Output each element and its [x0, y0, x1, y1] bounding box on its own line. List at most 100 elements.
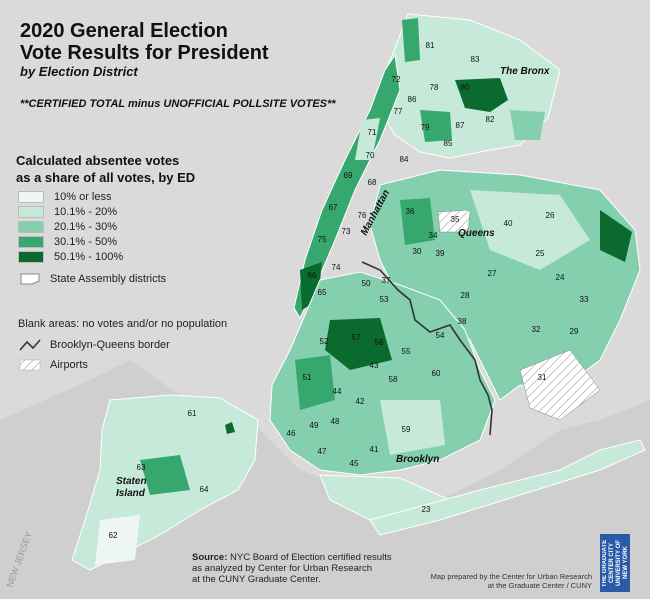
- assembly-district-label: 72: [392, 75, 401, 84]
- assembly-district-label: 67: [329, 203, 338, 212]
- legend-class-label: 50.1% - 100%: [54, 251, 124, 263]
- assembly-district-label: 68: [368, 178, 377, 187]
- assembly-district-label: 81: [426, 41, 435, 50]
- legend-class-row: 50.1% - 100%: [18, 250, 123, 264]
- legend-blank-label: Blank areas: no votes and/or no populati…: [18, 318, 228, 330]
- bronx-dark-cluster: [455, 78, 508, 112]
- assembly-district-label: 69: [344, 171, 353, 180]
- staten-dark-spot: [225, 422, 235, 434]
- assembly-district-label: 39: [436, 249, 445, 258]
- assembly-district-label: 60: [432, 369, 441, 378]
- borough-label-bronx: The Bronx: [500, 66, 550, 77]
- assembly-district-label: 80: [461, 83, 470, 92]
- subtitle: by Election District: [20, 64, 138, 79]
- assembly-district-label: 74: [332, 263, 341, 272]
- assembly-district-label: 40: [504, 219, 513, 228]
- rockaway-strip: [369, 439, 646, 536]
- legend-swatch: [18, 206, 44, 218]
- source-text-1: NYC Board of Election certified results: [230, 552, 392, 563]
- legend-title: Calculated absentee votes as a share of …: [16, 152, 195, 186]
- staten-mid: [140, 455, 190, 495]
- legend-blank: Blank areas: no votes and/or no populati…: [18, 318, 227, 330]
- assembly-district-label: 34: [429, 231, 438, 240]
- borough-label-queens: Queens: [458, 228, 495, 239]
- airport-lga: [437, 209, 471, 233]
- assembly-district-label: 56: [375, 338, 384, 347]
- legend-assembly: State Assembly districts: [18, 272, 166, 286]
- graduate-center-logo: THE GRADUATE CENTER CITY UNIVERSITY OF N…: [600, 534, 630, 592]
- legend-class-label: 10.1% - 20%: [54, 206, 117, 218]
- assembly-district-labels: 81 83 72 86 78 80 77 79 87 82 71 85 84 70 69 68 67 76 73 75…: [109, 41, 589, 540]
- assembly-district-label: 85: [444, 139, 453, 148]
- airport-hatch-icon: [19, 359, 41, 371]
- assembly-district-label: 48: [331, 417, 340, 426]
- source-label: Source:: [192, 552, 228, 563]
- logo-text: THE GRADUATE CENTER CITY UNIVERSITY OF N…: [602, 539, 629, 587]
- legend-swatch: [18, 236, 44, 248]
- assembly-district-label: 57: [352, 333, 361, 342]
- legend-airports: Airports: [18, 358, 88, 372]
- assembly-district-label: 42: [356, 397, 365, 406]
- assembly-district-label: 77: [394, 107, 403, 116]
- assembly-district-label: 79: [421, 123, 430, 132]
- assembly-district-label: 61: [188, 409, 197, 418]
- bronx-mid-cluster: [420, 110, 452, 142]
- legend-border-label: Brooklyn-Queens border: [50, 339, 170, 351]
- assembly-district-label: 55: [402, 347, 411, 356]
- borough-label-staten-line1: Staten: [116, 476, 147, 487]
- assembly-district-label: 58: [389, 375, 398, 384]
- assembly-district-label: 62: [109, 531, 118, 540]
- borough-label-brooklyn: Brooklyn: [396, 454, 439, 465]
- title-line2: Vote Results for President: [20, 42, 269, 64]
- legend-class-label: 10% or less: [54, 191, 112, 203]
- assembly-district-label: 66: [308, 271, 317, 280]
- assembly-district-label: 82: [486, 115, 495, 124]
- assembly-district-label: 29: [570, 327, 579, 336]
- title-line1: 2020 General Election: [20, 20, 228, 42]
- assembly-district-label: 45: [350, 459, 359, 468]
- brooklyn-dark: [325, 318, 392, 370]
- assembly-district-label: 36: [406, 207, 415, 216]
- legend-airports-label: Airports: [50, 359, 88, 371]
- assembly-district-label: 24: [556, 273, 565, 282]
- assembly-district-label: 25: [536, 249, 545, 258]
- assembly-district-label: 52: [320, 337, 329, 346]
- assembly-district-label: 26: [546, 211, 555, 220]
- assembly-district-label: 70: [366, 151, 375, 160]
- assembly-district-label: 64: [200, 485, 209, 494]
- assembly-district-label: 78: [430, 83, 439, 92]
- assembly-district-label: 76: [358, 211, 367, 220]
- assembly-district-label: 32: [532, 325, 541, 334]
- queens-dark: [600, 210, 632, 262]
- legend-swatch: [18, 221, 44, 233]
- assembly-district-label: 33: [580, 295, 589, 304]
- assembly-district-label: 63: [137, 463, 146, 472]
- assembly-district-label: 38: [458, 317, 467, 326]
- credit-2: at the Graduate Center / CUNY: [487, 581, 592, 590]
- legend-class-label: 20.1% - 30%: [54, 221, 117, 233]
- assembly-district-label: 28: [461, 291, 470, 300]
- source-note: Source: NYC Board of Election certified …: [192, 552, 392, 585]
- assembly-district-label: 71: [368, 128, 377, 137]
- brooklyn-mid: [295, 355, 335, 410]
- legend-class-label: 30.1% - 50%: [54, 236, 117, 248]
- assembly-district-label: 49: [310, 421, 319, 430]
- assembly-district-label: 59: [402, 425, 411, 434]
- bronx-light-cluster: [510, 110, 545, 140]
- assembly-district-label: 87: [456, 121, 465, 130]
- assembly-district-label: 44: [333, 387, 342, 396]
- borough-label-staten-line2: Island: [116, 488, 146, 499]
- assembly-district-label: 73: [342, 227, 351, 236]
- assembly-district-label: 23: [422, 505, 431, 514]
- brooklyn-queens-border: [361, 261, 493, 436]
- assembly-district-label: 35: [451, 215, 460, 224]
- border-line-icon: [19, 339, 41, 351]
- airport-jfk: [519, 349, 601, 421]
- legend-assembly-label: State Assembly districts: [50, 273, 167, 285]
- legend-swatch: [18, 251, 44, 263]
- legend-class-row: 20.1% - 30%: [18, 220, 117, 234]
- legend-title-line1: Calculated absentee votes: [16, 153, 180, 168]
- assembly-district-label: 65: [318, 288, 327, 297]
- assembly-district-label: 31: [538, 373, 547, 382]
